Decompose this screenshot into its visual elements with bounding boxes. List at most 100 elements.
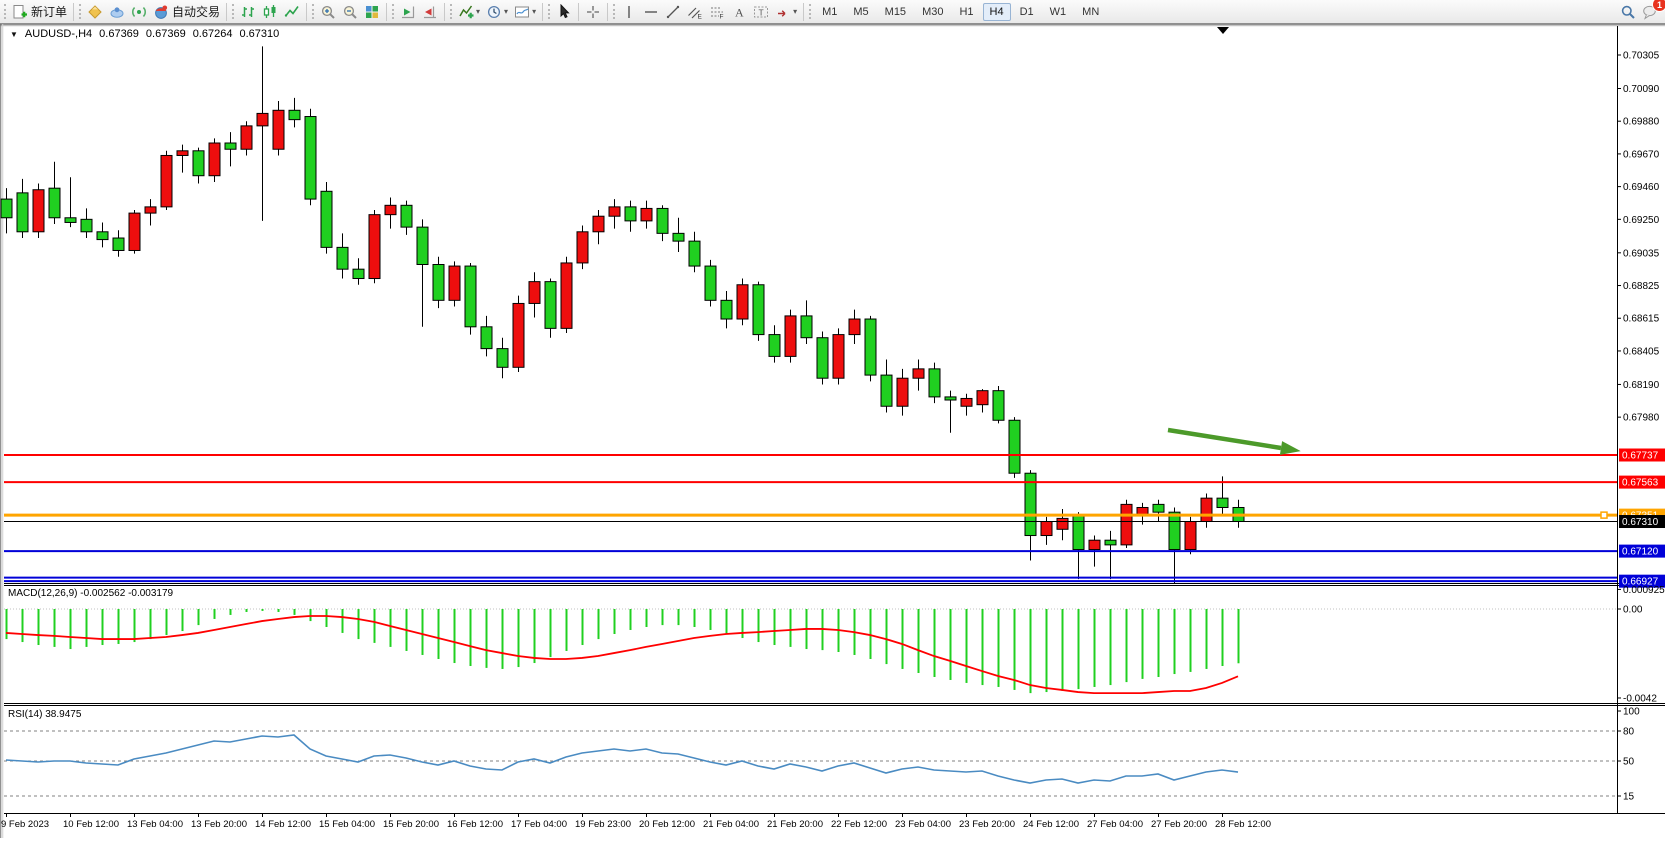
time-tick-label: 15 Feb 04:00 <box>319 819 375 830</box>
text-button[interactable]: A <box>728 1 750 22</box>
line-chart-mode-button[interactable] <box>281 1 303 22</box>
svg-text:F: F <box>720 13 724 20</box>
tile-windows-button[interactable] <box>361 1 383 22</box>
candle-down <box>64 177 77 228</box>
time-tick-label: 16 Feb 12:00 <box>447 819 503 830</box>
candle-up <box>448 261 461 307</box>
time-tick-label: 24 Feb 12:00 <box>1023 819 1079 830</box>
price-badge-text: 0.66927 <box>1622 577 1659 588</box>
ohlc-high: 0.67369 <box>145 28 186 40</box>
timeframe-d1-button[interactable]: D1 <box>1019 5 1034 18</box>
broadcast-icon <box>131 4 147 20</box>
chart-shift-marker[interactable] <box>1217 27 1229 34</box>
chevron-down-icon[interactable]: ▾ <box>532 7 537 16</box>
candle-down <box>480 315 493 357</box>
candle-down <box>48 161 61 225</box>
community-button[interactable] <box>106 1 128 22</box>
chevron-down-icon[interactable]: ▾ <box>504 7 509 16</box>
new-order-button[interactable]: 新订单 <box>9 1 70 22</box>
candle-up <box>368 209 381 284</box>
chart-area[interactable]: 0.70305 0.70090 0.69880 0.69670 0.69460 0.692… <box>0 24 1665 843</box>
search-button[interactable] <box>1617 1 1639 22</box>
fibonacci-button[interactable]: F <box>706 1 728 22</box>
main-toolbar: 新订单 自动交易 ▾ ▾ ▾ E F A T ▾ M1 M5 M15 M30 H1 H4 D1 W1 MN 1 <box>0 0 1665 24</box>
price-badge-text: 0.67310 <box>1622 517 1659 528</box>
crosshair-icon <box>585 4 601 20</box>
toolbar-separator <box>73 2 75 21</box>
macd-label: MACD(12,26,9) -0.002562 -0.003179 <box>8 588 174 599</box>
candle-down <box>992 385 1005 424</box>
chart-shift-icon <box>422 4 438 20</box>
signals-button[interactable] <box>128 1 150 22</box>
cursor-button[interactable] <box>553 1 575 22</box>
new-order-icon <box>12 4 28 20</box>
time-tick-label: 13 Feb 04:00 <box>127 819 183 830</box>
candle-chart-mode-button[interactable] <box>259 1 281 22</box>
timeframe-w1-button[interactable]: W1 <box>1049 5 1067 18</box>
chevron-down-icon[interactable]: ▾ <box>476 7 481 16</box>
timeframe-m15-button[interactable]: M15 <box>884 5 907 18</box>
vertical-line-button[interactable] <box>618 1 640 22</box>
candle-up <box>208 138 221 182</box>
time-tick-label: 17 Feb 04:00 <box>511 819 567 830</box>
candle-up <box>128 209 141 254</box>
symbol-dropdown-icon[interactable]: ▼ <box>10 29 18 39</box>
horizontal-line-button[interactable] <box>640 1 662 22</box>
timeframe-m30-button[interactable]: M30 <box>922 5 944 18</box>
arrows-button[interactable]: ▾ <box>772 1 800 22</box>
chart-shift-button[interactable] <box>419 1 441 22</box>
rsi-label: RSI(14) 38.9475 <box>8 709 82 720</box>
price-badge-0.67310: 0.67310 <box>1619 515 1665 529</box>
candle-down <box>1008 417 1021 478</box>
price-tick-label: 0.68825 <box>1623 281 1660 292</box>
zoom-in-button[interactable] <box>317 1 339 22</box>
metaquotes-button[interactable] <box>84 1 106 22</box>
price-tick-label: 0.68405 <box>1623 346 1660 357</box>
candle-down <box>16 178 29 239</box>
timeframe-mn-button[interactable]: MN <box>1082 5 1100 18</box>
chevron-down-icon[interactable]: ▾ <box>793 7 798 16</box>
price-tick-label: 0.70305 <box>1623 51 1660 62</box>
chart-svg: 0.70305 0.70090 0.69880 0.69670 0.69460 0.692… <box>0 24 1665 838</box>
templates-button[interactable]: ▾ <box>511 1 539 22</box>
text-label-button[interactable]: T <box>750 1 772 22</box>
trendline-button[interactable] <box>662 1 684 22</box>
timeframe-h4-button[interactable]: H4 <box>982 2 1011 21</box>
time-tick-label: 22 Feb 12:00 <box>831 819 887 830</box>
auto-scroll-button[interactable] <box>397 1 419 22</box>
price-badge-text: 0.67563 <box>1622 478 1659 489</box>
cloud-user-icon <box>109 4 125 20</box>
line-handle[interactable] <box>1600 511 1608 519</box>
timeframe-m1-button[interactable]: M1 <box>822 5 838 18</box>
macd-signal-line <box>5 615 1239 695</box>
time-tick-label: 23 Feb 04:00 <box>895 819 951 830</box>
candle-up <box>912 359 925 391</box>
chat-button[interactable]: 1 <box>1639 0 1665 22</box>
crosshair-button[interactable] <box>582 1 604 22</box>
periods-button[interactable]: ▾ <box>483 1 511 22</box>
symbol-info-line: ▼ AUDUSD-,H4 0.67369 0.67369 0.67264 0.6… <box>10 28 279 40</box>
line-icon <box>284 4 300 20</box>
candle-down <box>1104 530 1117 580</box>
timeframe-h1-button[interactable]: H1 <box>959 5 974 18</box>
price-tick-label: 0.69035 <box>1623 248 1660 259</box>
candle-down <box>880 359 893 413</box>
timeframe-m5-button[interactable]: M5 <box>853 5 869 18</box>
candle-down <box>112 230 125 257</box>
time-tick-label: 13 Feb 20:00 <box>191 819 247 830</box>
svg-text:E: E <box>698 13 703 20</box>
shapes-icon <box>775 4 791 20</box>
bar-chart-mode-button[interactable] <box>237 1 259 22</box>
zoom-out-button[interactable] <box>339 1 361 22</box>
candle-up <box>640 200 653 229</box>
equidistant-channel-button[interactable]: E <box>684 1 706 22</box>
candle-up <box>960 393 973 416</box>
indicators-button[interactable]: ▾ <box>455 1 483 22</box>
chart-background[interactable] <box>0 24 1665 838</box>
market-globe-icon <box>153 4 169 20</box>
candle-up <box>144 199 157 226</box>
candle-down <box>720 290 733 329</box>
symbol-title: AUDUSD-,H4 <box>24 28 93 40</box>
autotrading-button[interactable]: 自动交易 <box>150 1 223 22</box>
trend-arrow-annotation[interactable] <box>1167 427 1301 455</box>
